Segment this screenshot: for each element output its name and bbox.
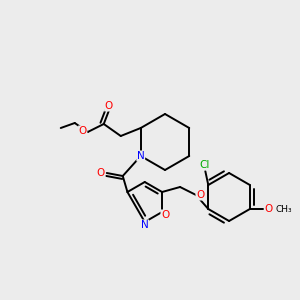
Text: O: O [97, 168, 105, 178]
Text: Cl: Cl [199, 160, 209, 170]
Text: CH₃: CH₃ [276, 205, 292, 214]
Text: N: N [141, 220, 148, 230]
Text: O: O [105, 101, 113, 111]
Text: O: O [265, 204, 273, 214]
Text: N: N [137, 151, 145, 161]
Text: O: O [79, 126, 87, 136]
Text: O: O [196, 190, 204, 200]
Text: O: O [161, 210, 169, 220]
